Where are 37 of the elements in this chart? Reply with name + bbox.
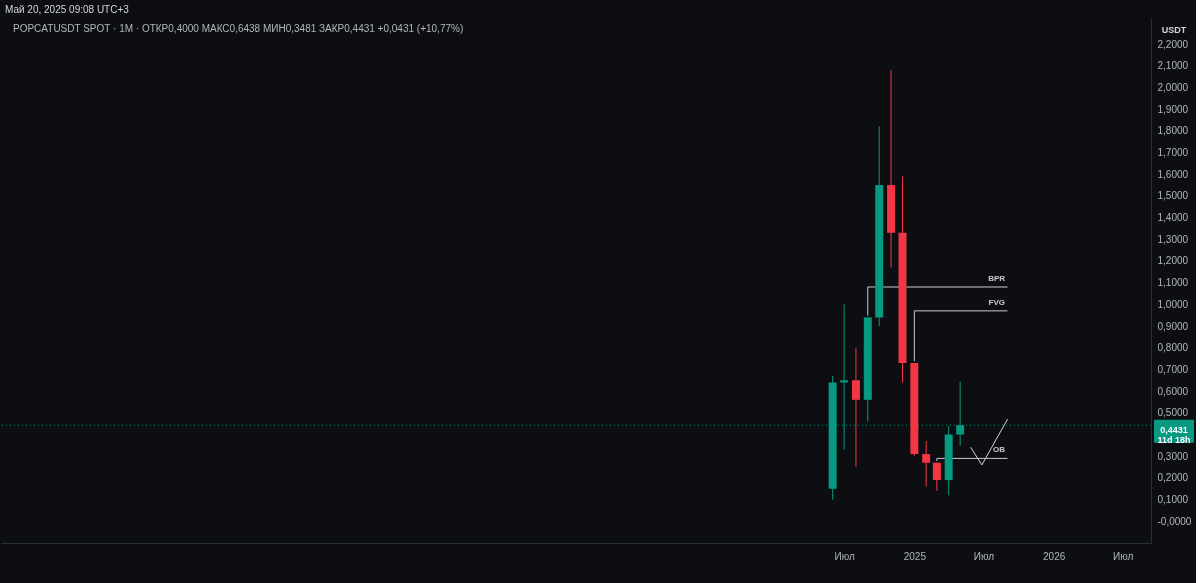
x-tick-label: Июл [973, 550, 995, 562]
series-label: OB [993, 445, 1006, 455]
text: Май 20, 2025 09:08 UTC+3 [5, 4, 130, 15]
text: POPCATUSDT SPOT · 1M · ОТКР0,4000 МАКС0,6438 МИН0,3481 ЗАКР0,4431 +0,0431 (+10,77%) [13, 23, 464, 34]
y-tick-label: 0,6000 [1157, 385, 1189, 397]
y-tick-label: 0,9000 [1157, 320, 1189, 332]
y-tick-label: 0,5000 [1157, 407, 1189, 419]
y-tick-label: 1,9000 [1157, 103, 1189, 115]
y-tick-label: 0,1000 [1157, 494, 1189, 506]
y-tick-label: 0,2000 [1157, 472, 1189, 484]
y-tick-label: 1,8000 [1157, 125, 1189, 137]
y-tick-label: 1,0000 [1157, 298, 1189, 310]
ref-line-label: 0,4431 11d 18h [1157, 425, 1191, 446]
x-tick-label: 2026 [1043, 550, 1066, 562]
x-tick-label: Июл [1113, 550, 1134, 562]
y-tick-label: 2,2000 [1157, 38, 1189, 50]
series-label: FVG [988, 297, 1006, 307]
y-tick-label: 1,3000 [1157, 233, 1189, 245]
series-label: BPR [988, 274, 1006, 284]
x-tick-label: Июл [834, 550, 855, 562]
y-tick-label: -0,0000 [1157, 515, 1192, 527]
y-tick-label: 2,1000 [1157, 60, 1189, 72]
y-tick-label: 1,6000 [1157, 168, 1189, 180]
y-tick-label: 1,1000 [1157, 277, 1189, 289]
candlestick [932, 462, 941, 492]
y-tick-label: 1,7000 [1157, 147, 1189, 158]
candlestick [922, 440, 931, 488]
y-tick-label: 1,2000 [1157, 255, 1189, 267]
candlestick [851, 347, 860, 468]
y-tick-label: 0,8000 [1157, 342, 1189, 354]
y-tick-label: 1,4000 [1157, 212, 1189, 224]
y-tick-label: 0,7000 [1157, 363, 1189, 375]
y-axis-title: USDT [1161, 25, 1187, 35]
x-tick-label: 2025 [903, 550, 927, 562]
y-tick-label: 0,3000 [1157, 450, 1189, 462]
y-tick-label: 2,0000 [1157, 81, 1189, 93]
y-tick-label: 1,5000 [1157, 190, 1189, 202]
